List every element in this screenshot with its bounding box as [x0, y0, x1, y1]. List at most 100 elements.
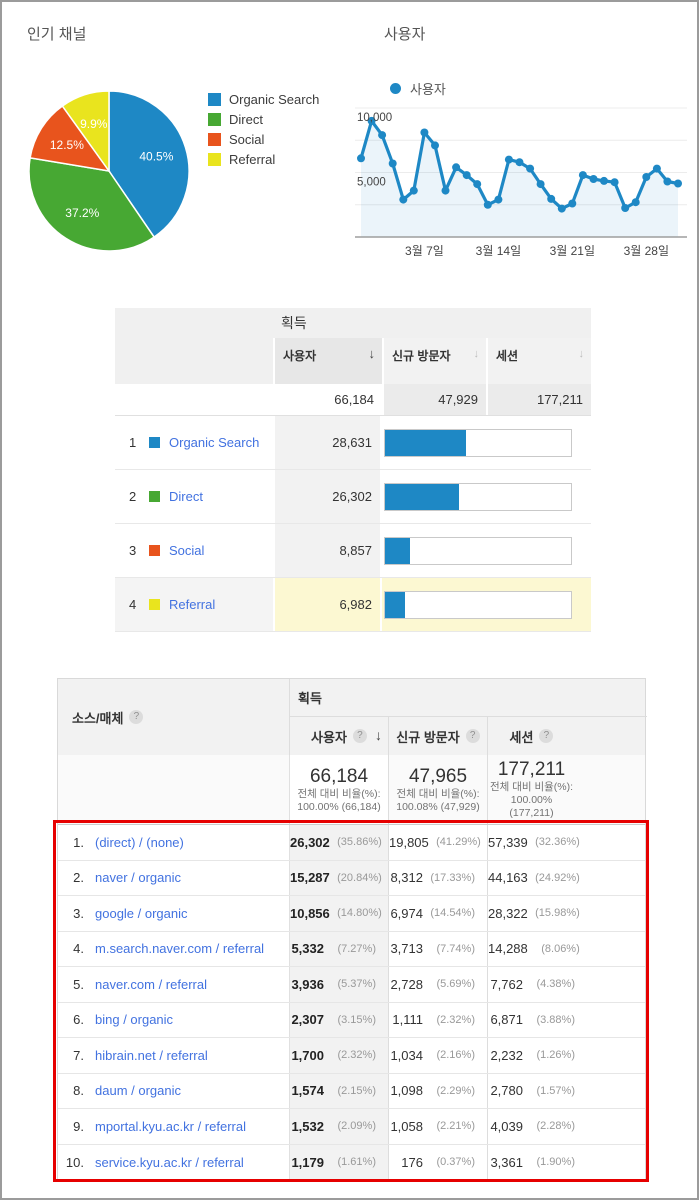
column-header-row: 사용자 ↓ 신규 방문자 ↓ 세션 ↓ — [115, 338, 591, 384]
source-medium-link[interactable]: mportal.kyu.ac.kr / referral — [95, 1118, 246, 1134]
table-row: 7. hibrain.net / referral 1,700 (2.32%) 1,03… — [58, 1038, 645, 1074]
channel-link[interactable]: Direct — [169, 489, 203, 504]
new-visitors-cell: 3,713 (7.74%) — [388, 931, 487, 966]
users-cell: 26,302 (35.86%) — [290, 825, 388, 860]
acquisition-group-header-row: 획득 — [115, 308, 591, 338]
table-row-direct: 2 Direct 26,302 — [115, 470, 591, 524]
source-medium-column-header[interactable]: 소스/매체 ? — [58, 679, 290, 755]
users-total: 66,184 — [309, 765, 369, 787]
referral-swatch — [149, 599, 160, 610]
sessions-cell: 4,039 (2.28%) — [487, 1109, 647, 1144]
channels-panel-title: 인기 채널 — [27, 26, 87, 43]
organic-search-swatch — [208, 92, 221, 106]
help-icon[interactable]: ? — [129, 710, 144, 724]
source-medium-link[interactable]: service.kyu.ac.kr / referral — [95, 1154, 244, 1170]
series-dot-icon — [390, 83, 401, 94]
legend-item-social: Social — [208, 129, 319, 149]
users-total-cell: 66,184 전체 대비 비율(%): 100.00% (66,184) — [290, 755, 388, 824]
new-visitors-cell: 8,312 (17.33%) — [388, 860, 487, 895]
row-rank: 2 — [129, 489, 137, 504]
blank-cell — [115, 384, 273, 415]
series-label: 사용자 — [410, 82, 446, 97]
sort-desc-icon[interactable]: ↓ — [368, 346, 376, 361]
sort-desc-icon[interactable]: ↓ — [375, 727, 382, 743]
new-visitors-total-cell: 47,965 전체 대비 비율(%): 100.08% (47,929) — [388, 755, 487, 824]
users-bar — [385, 429, 466, 456]
channel-link[interactable]: Referral — [169, 597, 216, 612]
row-rank: 2. — [73, 870, 84, 886]
users-column-header[interactable]: 사용자 ? ↓ — [311, 727, 382, 745]
row-rank: 6. — [73, 1012, 84, 1028]
help-icon[interactable]: ? — [539, 729, 554, 743]
social-swatch — [149, 545, 160, 556]
source-medium-link[interactable]: naver.com / referral — [95, 976, 207, 992]
svg-text:5,000: 5,000 — [357, 177, 386, 189]
table-row: 4. m.search.naver.com / referral 5,332 (7.2… — [58, 931, 645, 967]
source-medium-link[interactable]: google / organic — [95, 905, 188, 921]
source-medium-link[interactable]: (direct) / (none) — [95, 834, 184, 850]
table-row-referral: 4 Referral 6,982 — [115, 578, 591, 632]
help-icon[interactable]: ? — [465, 729, 480, 743]
bar-cell — [382, 578, 591, 631]
table-row: 10. service.kyu.ac.kr / referral 1,179 (1.6… — [58, 1144, 645, 1180]
row-rank: 5. — [73, 976, 84, 992]
blank-cell — [58, 755, 290, 824]
channels-pie-chart[interactable]: 40.5% 37.2% 12.5% 9.9% — [26, 88, 192, 254]
users-value: 28,631 — [273, 416, 382, 469]
svg-text:12.5%: 12.5% — [50, 138, 84, 152]
channel-link[interactable]: Social — [169, 543, 205, 558]
sessions-cell: 2,232 (1.26%) — [487, 1038, 647, 1073]
table-row-social: 3 Social 8,857 — [115, 524, 591, 578]
new-visitors-cell: 1,058 (2.21%) — [388, 1109, 487, 1144]
users-column-header[interactable]: 사용자 ↓ — [273, 338, 382, 384]
source-medium-link[interactable]: bing / organic — [95, 1012, 174, 1028]
users-line-chart[interactable]: 10,000 5,000 3월 7일 3월 14일 3월 21일 3월 28일 — [355, 98, 687, 266]
users-panel-title: 사용자 — [384, 26, 426, 43]
sort-icon[interactable]: ↓ — [578, 348, 585, 360]
new-visitors-cell: 1,111 (2.32%) — [388, 1002, 487, 1037]
help-icon[interactable]: ? — [352, 729, 367, 743]
table-header: 소스/매체 ? 획득 사용자 ? ↓ 신규 방문자 ? 세션 — [58, 679, 647, 755]
source-medium-link[interactable]: hibrain.net / referral — [95, 1047, 208, 1063]
sessions-column-header[interactable]: 세션 ↓ — [486, 338, 591, 384]
table-body: 1. (direct) / (none) 26,302 (35.86%) 19,805(… — [58, 825, 645, 1180]
organic-search-swatch — [149, 437, 160, 448]
new-visitors-cell: 6,974 (14.54%) — [388, 896, 487, 931]
new-visitors-column-header[interactable]: 신규 방문자 ? — [388, 717, 487, 755]
channel-link[interactable]: Organic Search — [169, 435, 260, 450]
source-medium-link[interactable]: daum / organic — [95, 1083, 181, 1099]
totals-row: 66,184 전체 대비 비율(%): 100.00% (66,184) 47,… — [58, 755, 645, 825]
blank-cell — [115, 338, 273, 384]
svg-text:10,000: 10,000 — [357, 112, 392, 124]
source-medium-link[interactable]: m.search.naver.com / referral — [95, 941, 265, 957]
table-row: 1. (direct) / (none) 26,302 (35.86%) 19,805(… — [58, 825, 645, 861]
row-rank: 1. — [73, 834, 84, 850]
new-visitors-cell: 176 (0.37%) — [388, 1144, 487, 1180]
row-rank: 3. — [73, 905, 84, 921]
direct-swatch — [149, 491, 160, 502]
sessions-cell: 2,780 (1.57%) — [487, 1073, 647, 1108]
sessions-column-header[interactable]: 세션 ? — [487, 717, 647, 755]
users-bar — [385, 591, 405, 618]
legend-label: Referral — [229, 151, 276, 167]
row-rank: 4 — [129, 597, 137, 612]
table-row: 2. naver / organic 15,287 (20.84%) 8,312 (17.… — [58, 860, 645, 896]
legend-label: Organic Search — [229, 91, 320, 107]
sort-icon[interactable]: ↓ — [473, 348, 480, 360]
table-row: 5. naver.com / referral 3,936 (5.37%) 2,728(… — [58, 967, 645, 1003]
users-cell: 10,856 (14.80%) — [290, 896, 388, 931]
sessions-cell: 7,762 (4.38%) — [487, 967, 647, 1002]
users-value: 26,302 — [273, 470, 382, 523]
metric-header-row: 사용자 ? ↓ 신규 방문자 ? 세션 ? — [290, 717, 647, 755]
source-medium-link[interactable]: naver / organic — [95, 870, 181, 886]
pie-legend: Organic Search Direct Social Referral — [208, 89, 319, 169]
row-rank: 1 — [129, 435, 137, 450]
new-visitors-column-header[interactable]: 신규 방문자 ↓ — [382, 338, 486, 384]
users-cell: 1,179 (1.61%) — [290, 1144, 388, 1180]
svg-text:37.2%: 37.2% — [65, 206, 99, 220]
referral-swatch — [208, 152, 221, 166]
users-bar — [385, 537, 410, 564]
users-cell: 15,287 (20.84%) — [290, 860, 388, 895]
row-rank: 3 — [129, 543, 137, 558]
legend-label: Social — [229, 131, 265, 147]
